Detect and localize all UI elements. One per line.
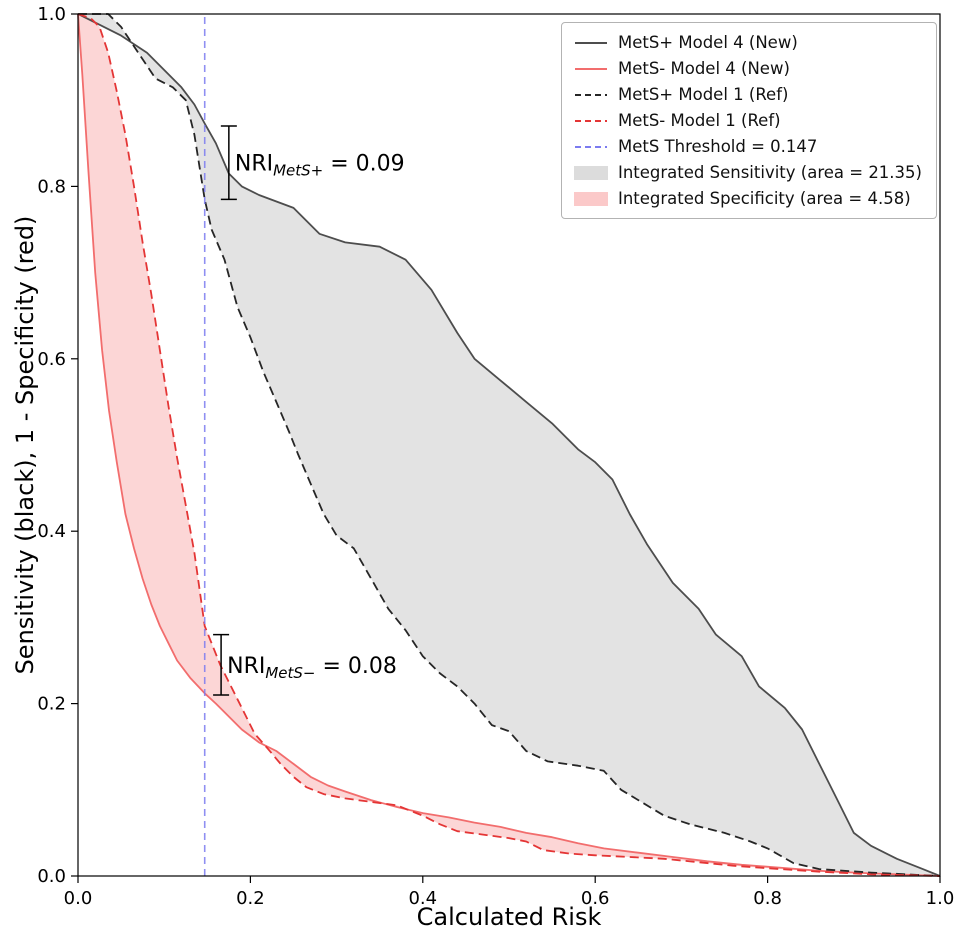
x-tick-label: 0.2	[236, 888, 265, 909]
legend-label: MetS+ Model 1 (Ref)	[617, 85, 789, 104]
legend-item: Integrated Specificity (area = 4.58)	[573, 189, 922, 208]
legend-item: MetS+ Model 1 (Ref)	[574, 85, 922, 104]
nri-annotation: NRIMetS− = 0.08	[213, 633, 397, 696]
x-axis-label: Calculated Risk	[416, 903, 602, 931]
legend-label: Integrated Specificity (area = 4.58)	[617, 189, 911, 208]
legend-line-swatch	[574, 139, 608, 155]
y-tick-label: 1.0	[37, 4, 66, 25]
x-tick-label: 0.8	[753, 888, 782, 909]
nri-annotation: NRIMetS+ = 0.09	[220, 125, 405, 201]
y-tick-label: 0.8	[37, 176, 66, 197]
x-tick-label: 0.6	[581, 888, 610, 909]
y-tick-label: 0.0	[37, 866, 66, 887]
x-tick-label: 1.0	[926, 888, 955, 909]
series-line	[77, 13, 941, 877]
series-line	[78, 13, 941, 877]
legend-line-swatch	[574, 35, 608, 51]
legend-item: MetS Threshold = 0.147	[574, 137, 922, 156]
legend-line-swatch	[574, 61, 608, 77]
legend-item: MetS- Model 4 (New)	[574, 59, 922, 78]
series-line	[77, 13, 941, 877]
fill-area	[78, 14, 940, 876]
series-line	[77, 13, 941, 877]
y-tick-label: 0.6	[37, 349, 66, 370]
legend-item: MetS+ Model 4 (New)	[574, 33, 922, 52]
nri-annotation-text: NRIMetS+ = 0.09	[235, 151, 405, 179]
legend-label: Integrated Sensitivity (area = 21.35)	[617, 163, 922, 182]
legend: MetS+ Model 4 (New) MetS- Model 4 (New) Me…	[560, 22, 937, 219]
legend-item: MetS- Model 1 (Ref)	[574, 111, 922, 130]
legend-line-swatch	[574, 87, 608, 103]
y-axis-label: Sensitivity (black), 1 - Specificity (re…	[11, 215, 39, 675]
legend-line-swatch	[574, 113, 608, 129]
legend-label: MetS Threshold = 0.147	[617, 137, 818, 156]
legend-patch-swatch	[573, 191, 608, 207]
legend-item: Integrated Sensitivity (area = 21.35)	[573, 163, 922, 182]
y-tick-label: 0.2	[37, 694, 66, 715]
y-tick-label: 0.4	[37, 521, 66, 542]
legend-label: MetS- Model 4 (New)	[617, 59, 790, 78]
legend-label: MetS- Model 1 (Ref)	[617, 111, 781, 130]
nri-annotation-text: NRIMetS− = 0.08	[227, 654, 397, 682]
legend-label: MetS+ Model 4 (New)	[617, 33, 798, 52]
axes-box	[77, 13, 941, 877]
legend-patch-swatch	[573, 165, 608, 181]
x-tick-label: 0.0	[64, 888, 93, 909]
x-tick-label: 0.4	[408, 888, 437, 909]
